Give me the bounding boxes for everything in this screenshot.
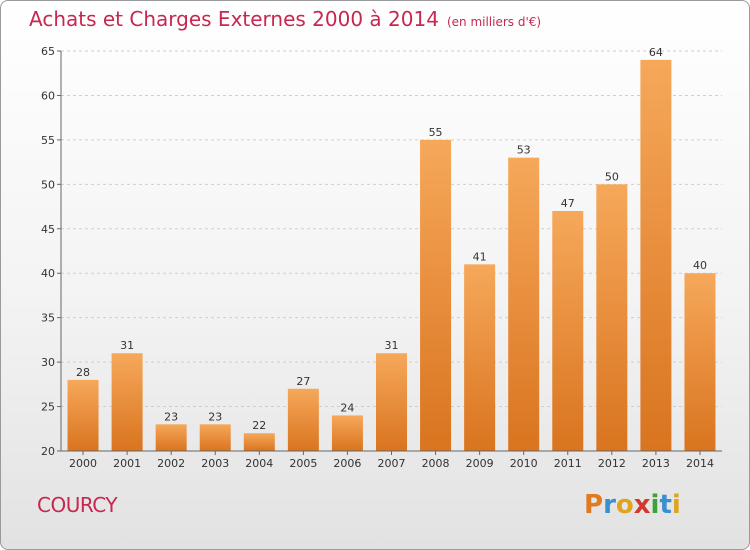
logo-letter: i [650,490,660,520]
x-tick-label: 2000 [69,457,97,470]
bar [640,59,672,452]
value-label: 50 [605,170,619,183]
value-label: 53 [517,144,531,157]
value-labels: 28 31 23 23 22 27 24 31 55 41 53 47 50 64 40 [76,46,707,432]
value-label: 55 [429,126,443,139]
value-label: 27 [296,375,310,388]
bar [684,273,716,451]
logo-letter: r [603,490,616,520]
title-row: Achats et Charges Externes 2000 à 2014 (e… [29,7,541,31]
x-tick-label: 2010 [510,457,538,470]
logo-letter: i [671,490,681,520]
y-tick-label: 65 [41,45,55,58]
y-tick-label: 20 [41,445,55,458]
x-tick-label: 2009 [466,457,494,470]
chart-title: Achats et Charges Externes 2000 à 2014 [29,7,439,31]
bar [287,388,319,451]
y-tick-label: 30 [41,356,55,369]
commune-name: COURCY [37,493,118,517]
x-tick-label: 2005 [289,457,317,470]
value-label: 28 [76,366,90,379]
x-axis-ticks: 2000 2001 2002 2003 2004 2005 2006 2007 2008 2009… [69,451,714,470]
bar [420,139,452,451]
x-tick-label: 2002 [157,457,185,470]
bar [155,424,187,451]
value-label: 64 [649,46,663,59]
x-tick-label: 2001 [113,457,141,470]
value-label: 40 [693,259,707,272]
value-label: 41 [473,250,487,263]
bar [508,157,540,451]
bar [376,353,407,451]
logo-letter: P [584,490,604,520]
logo-letter: t [659,490,672,520]
y-tick-label: 40 [41,267,55,280]
bar [67,379,99,451]
bar [464,264,496,451]
logo-letter: o [615,490,634,520]
value-label: 23 [208,410,222,423]
x-tick-label: 2004 [245,457,273,470]
bar [243,433,275,451]
value-label: 24 [340,401,354,414]
value-label: 31 [385,339,399,352]
y-tick-label: 55 [41,134,55,147]
value-label: 23 [164,410,178,423]
proxiti-logo[interactable]: Proxiti [584,490,681,520]
bar [199,424,231,451]
y-tick-label: 45 [41,223,55,236]
value-label: 22 [252,419,266,432]
y-tick-label: 35 [41,312,55,325]
x-tick-label: 2008 [422,457,450,470]
value-label: 31 [120,339,134,352]
y-tick-label: 60 [41,89,55,102]
x-tick-label: 2003 [201,457,229,470]
bar [331,415,363,451]
logo-letter: x [633,490,651,520]
y-tick-label: 50 [41,178,55,191]
value-label: 47 [561,197,575,210]
x-tick-label: 2006 [333,457,361,470]
x-tick-label: 2011 [554,457,582,470]
x-tick-label: 2007 [378,457,406,470]
bar [552,211,584,451]
bar [111,353,143,451]
y-axis-ticks: 20 25 30 35 40 45 50 55 60 65 [41,45,61,458]
chart-subtitle: (en milliers d'€) [446,15,542,29]
y-tick-label: 25 [41,401,55,414]
x-tick-label: 2013 [642,457,670,470]
bars [67,59,716,452]
x-tick-label: 2014 [686,457,714,470]
bar [596,184,628,452]
x-tick-label: 2012 [598,457,626,470]
